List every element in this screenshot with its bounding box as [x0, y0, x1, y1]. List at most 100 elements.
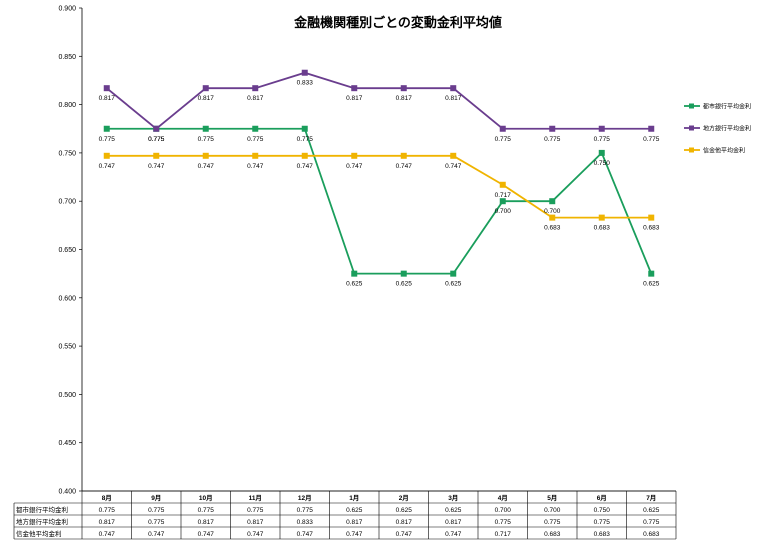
data-point [103, 152, 110, 159]
data-point [202, 152, 209, 159]
data-label: 0.817 [198, 95, 215, 102]
data-point [202, 125, 209, 132]
data-label: 0.775 [99, 136, 116, 143]
legend-marker [689, 103, 694, 109]
table-cell: 0.775 [544, 519, 561, 526]
data-point [301, 69, 308, 76]
data-point [351, 85, 358, 92]
table-cell: 0.817 [445, 519, 462, 526]
data-label: 0.775 [544, 136, 561, 143]
table-cell: 0.775 [99, 507, 116, 514]
table-cell: 0.683 [544, 531, 561, 538]
table-cell: 0.775 [198, 507, 215, 514]
x-tick-label: 1月 [349, 494, 359, 502]
data-label: 0.775 [198, 136, 215, 143]
data-label: 0.747 [198, 163, 215, 170]
table-cell: 0.700 [544, 507, 561, 514]
x-tick-label: 3月 [448, 494, 458, 502]
data-label: 0.625 [346, 281, 363, 288]
data-label: 0.775 [148, 136, 165, 143]
table-cell: 0.775 [297, 507, 314, 514]
data-label: 0.625 [396, 281, 413, 288]
table-row-label: 地方銀行平均金利 [16, 517, 68, 526]
x-tick-label: 9月 [151, 494, 161, 502]
x-tick-label: 7月 [646, 494, 656, 502]
data-label: 0.775 [148, 136, 165, 143]
legend-marker [689, 147, 694, 153]
table-cell: 0.747 [297, 531, 314, 538]
table-cell: 0.747 [198, 531, 215, 538]
data-point [252, 125, 259, 132]
table-cell: 0.747 [247, 531, 264, 538]
table-cell: 0.747 [396, 531, 413, 538]
data-point [598, 149, 605, 156]
legend-entry: 都市銀行平均金利 [703, 103, 751, 111]
y-tick-label: 0.600 [58, 295, 76, 302]
legend-entry: 信金他平均金利 [703, 147, 745, 155]
data-label: 0.747 [346, 163, 363, 170]
series-line-1 [106, 71, 652, 130]
data-point [153, 152, 160, 159]
table-cell: 0.747 [445, 531, 462, 538]
x-tick-label: 11月 [249, 494, 262, 502]
data-label: 0.747 [247, 163, 264, 170]
y-tick-label: 0.400 [58, 489, 76, 496]
data-point [450, 152, 457, 159]
data-label: 0.775 [495, 136, 512, 143]
y-tick-label: 0.500 [58, 392, 76, 399]
table-cell: 0.817 [198, 519, 215, 526]
data-point [301, 152, 308, 159]
legend-marker [689, 125, 694, 131]
data-label: 0.747 [99, 163, 116, 170]
table-cell: 0.817 [346, 519, 363, 526]
data-label: 0.775 [643, 136, 660, 143]
data-label: 0.817 [99, 95, 116, 102]
data-label: 0.700 [544, 208, 561, 215]
table-cell: 0.833 [297, 519, 314, 526]
data-point [400, 152, 407, 159]
legend-entry: 地方銀行平均金利 [703, 125, 751, 133]
data-point [648, 125, 655, 132]
table-cell: 0.775 [594, 519, 611, 526]
data-label: 0.833 [297, 80, 314, 87]
data-label: 0.717 [495, 192, 512, 199]
table-cell: 0.775 [247, 507, 264, 514]
data-label: 0.625 [643, 281, 660, 288]
data-point [549, 198, 556, 205]
y-tick-label: 0.650 [58, 247, 76, 254]
x-tick-label: 2月 [399, 494, 409, 502]
data-point [450, 85, 457, 92]
series-line-2 [106, 154, 652, 219]
table-cell: 0.683 [594, 531, 611, 538]
table-cell: 0.817 [99, 519, 116, 526]
table-cell: 0.625 [643, 507, 660, 514]
data-label: 0.817 [247, 95, 264, 102]
table-cell: 0.747 [148, 531, 165, 538]
table-cell: 0.775 [148, 507, 165, 514]
data-point [103, 125, 110, 132]
data-point [351, 270, 358, 277]
data-label: 0.700 [495, 208, 512, 215]
data-point [153, 125, 160, 132]
data-point [202, 85, 209, 92]
table-cell: 0.775 [495, 519, 512, 526]
x-tick-label: 6月 [597, 494, 607, 502]
data-point [598, 125, 605, 132]
data-label: 0.625 [445, 281, 462, 288]
y-tick-label: 0.900 [58, 6, 76, 13]
y-tick-label: 0.850 [58, 54, 76, 61]
table-cell: 0.747 [346, 531, 363, 538]
table-cell: 0.625 [346, 507, 363, 514]
data-label: 0.747 [148, 163, 165, 170]
table-cell: 0.717 [495, 531, 512, 538]
data-label: 0.775 [247, 136, 264, 143]
series-line-0 [106, 127, 653, 275]
data-point [351, 152, 358, 159]
data-point [499, 181, 506, 188]
data-point [598, 214, 605, 221]
table-cell: 0.775 [643, 519, 660, 526]
table-row-label: 信金他平均金利 [16, 529, 62, 538]
x-tick-label: 8月 [102, 494, 112, 502]
x-tick-label: 12月 [298, 494, 312, 502]
